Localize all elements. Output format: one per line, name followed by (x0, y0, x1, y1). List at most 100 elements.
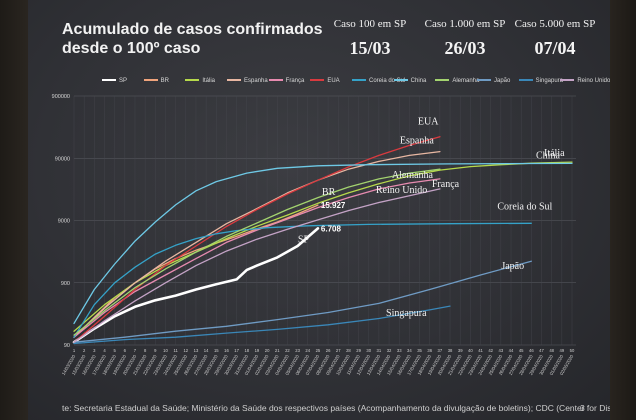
x-day-number-11: 12 (183, 348, 188, 353)
legend-item-3: Espanha (227, 78, 268, 84)
x-day-number-34: 35 (417, 348, 422, 353)
x-day-number-17: 18 (244, 348, 249, 353)
legend-swatch-4 (268, 79, 283, 82)
x-day-number-14: 15 (214, 348, 219, 353)
x-day-number-33: 34 (407, 348, 412, 353)
x-day-number-45: 46 (529, 348, 534, 353)
series-line-6 (73, 222, 532, 338)
x-day-number-16: 17 (234, 348, 239, 353)
x-day-number-10: 11 (173, 348, 178, 353)
legend-label-10: Singapura (535, 78, 564, 84)
series-label-1: BR (322, 187, 336, 198)
legend-item-7: China (393, 78, 427, 84)
title-line-2: desde o 100º caso (62, 40, 201, 57)
legend-swatch-10 (518, 79, 533, 82)
x-day-number-18: 19 (255, 348, 260, 353)
x-day-number-28: 29 (356, 348, 361, 353)
x-day-number-12: 13 (194, 348, 199, 353)
page-number: 3 (580, 403, 585, 413)
legend-label-5: EUA (327, 78, 340, 84)
x-day-number-41: 42 (488, 348, 493, 353)
y-tick-label-4: 900000 (52, 94, 70, 100)
y-tick-label-2: 9000 (58, 219, 70, 225)
x-day-number-37: 38 (448, 348, 453, 353)
x-day-number-2: 3 (93, 348, 96, 353)
milestone-100: Caso 100 em SP 15/03 (315, 18, 425, 59)
legend-label-8: Alemanha (452, 78, 480, 84)
x-day-number-29: 30 (366, 348, 371, 353)
series-line-4 (73, 178, 441, 338)
x-day-number-40: 41 (478, 348, 483, 353)
legend-swatch-3 (227, 79, 241, 82)
legend-swatch-8 (435, 79, 450, 82)
x-day-number-39: 40 (468, 348, 473, 353)
x-day-number-24: 25 (316, 348, 321, 353)
legend-swatch-1 (143, 79, 158, 82)
legend-swatch-2 (185, 79, 200, 82)
x-day-number-35: 36 (427, 348, 432, 353)
milestone-100-label: Caso 100 em SP (333, 18, 407, 30)
legend-label-6: Coreia do Sul (369, 78, 406, 84)
legend-label-4: França (285, 78, 305, 84)
x-day-number-7: 8 (144, 348, 147, 353)
x-day-number-6: 7 (134, 348, 137, 353)
series-line-10 (73, 305, 451, 345)
x-day-number-3: 4 (103, 348, 106, 353)
line-chart: 90900900090000900000114/03/2020215/03/20… (52, 94, 576, 376)
series-line-5 (73, 136, 441, 343)
x-day-number-13: 14 (204, 348, 209, 353)
x-day-number-23: 24 (305, 348, 310, 353)
series-label-6: Coreia do Sul (497, 201, 552, 212)
legend-item-8: Alemanha (435, 78, 479, 84)
x-day-number-46: 47 (539, 348, 544, 353)
x-day-number-22: 23 (295, 348, 300, 353)
x-day-number-8: 9 (154, 348, 157, 353)
series-line-11 (73, 188, 441, 343)
series-label-3: Espanha (400, 136, 434, 147)
series-line-7 (73, 162, 573, 325)
series-label-5: EUA (418, 117, 439, 128)
series-line-8 (73, 168, 441, 336)
x-day-number-32: 33 (397, 348, 402, 353)
milestone-1000-label: Caso 1.000 em SP (424, 18, 506, 30)
series-line-0 (72, 227, 320, 344)
legend-label-3: Espanha (244, 78, 268, 84)
milestone-5000-label: Caso 5.000 em SP (514, 18, 596, 30)
legend-item-1: BR (143, 78, 169, 84)
milestone-100-date: 15/03 (349, 38, 391, 58)
x-day-number-43: 44 (509, 348, 514, 353)
x-day-number-38: 39 (458, 348, 463, 353)
legend-item-11: Reino Unido (560, 78, 610, 84)
slide-title: Acumulado de casos confirmados desde o 1… (62, 20, 323, 58)
x-day-number-31: 32 (387, 348, 392, 353)
x-day-number-9: 10 (163, 348, 168, 353)
projector-screen: Acumulado de casos confirmados desde o 1… (28, 0, 610, 420)
x-day-number-27: 28 (346, 348, 351, 353)
x-day-number-21: 22 (285, 348, 290, 353)
source-footnote: te: Secretaria Estadual da Saúde; Minist… (62, 403, 610, 413)
legend-item-5: EUA (310, 78, 340, 84)
x-day-number-4: 5 (113, 348, 116, 353)
legend-label-7: China (410, 78, 427, 84)
legend-swatch-11 (560, 79, 575, 82)
legend-swatch-6 (352, 79, 366, 82)
legend-item-2: Itália (185, 78, 215, 84)
series-label-4: França (432, 179, 460, 190)
legend-label-9: Japão (494, 78, 511, 84)
x-day-number-15: 16 (224, 348, 229, 353)
legend-swatch-7 (393, 79, 408, 82)
x-day-number-47: 48 (549, 348, 554, 353)
legend-swatch-5 (310, 79, 325, 82)
legend-item-10: Singapura (518, 78, 564, 84)
milestone-1000: Caso 1.000 em SP 26/03 (410, 18, 520, 59)
x-day-number-30: 31 (377, 348, 382, 353)
series-label-11: Reino Unido (376, 185, 427, 196)
x-day-number-25: 26 (326, 348, 331, 353)
legend-item-9: Japão (477, 78, 510, 84)
series-label-10: Singapura (386, 308, 427, 319)
y-tick-label-1: 900 (61, 281, 70, 287)
series-line-2 (73, 161, 573, 332)
chart-legend: SP BR Itália Espanha França EUA Coreia do Sul C… (102, 78, 610, 92)
x-day-number-20: 21 (275, 348, 280, 353)
x-day-number-26: 27 (336, 348, 341, 353)
